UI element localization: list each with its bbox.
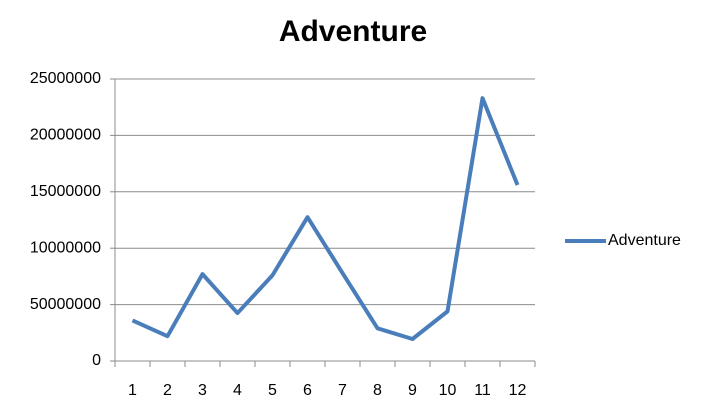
x-tick-label: 7 <box>338 382 347 399</box>
y-tick-label: 10000000 <box>30 239 101 256</box>
x-tick-label: 11 <box>474 382 491 399</box>
x-tick-label: 4 <box>233 382 242 399</box>
x-tick-label: 8 <box>373 382 382 399</box>
y-tick-label: 50000000 <box>30 296 101 313</box>
x-tick-label: 10 <box>439 382 457 399</box>
x-tick-label: 1 <box>128 382 137 399</box>
x-tick-label: 6 <box>303 382 312 399</box>
x-tick-label: 2 <box>163 382 172 399</box>
data-line <box>131 96 520 342</box>
y-tick-label: 0 <box>92 352 101 369</box>
chart-title: Adventure <box>279 15 427 48</box>
x-tick-label: 5 <box>268 382 277 399</box>
y-tick-label: 25000000 <box>30 70 101 87</box>
x-tick-label: 9 <box>408 382 417 399</box>
y-tick-label: 15000000 <box>30 183 101 200</box>
y-tick-label: 20000000 <box>30 127 101 144</box>
legend-label: Adventure <box>608 232 681 249</box>
x-tick-label: 12 <box>509 382 527 399</box>
x-tick-label: 3 <box>198 382 207 399</box>
